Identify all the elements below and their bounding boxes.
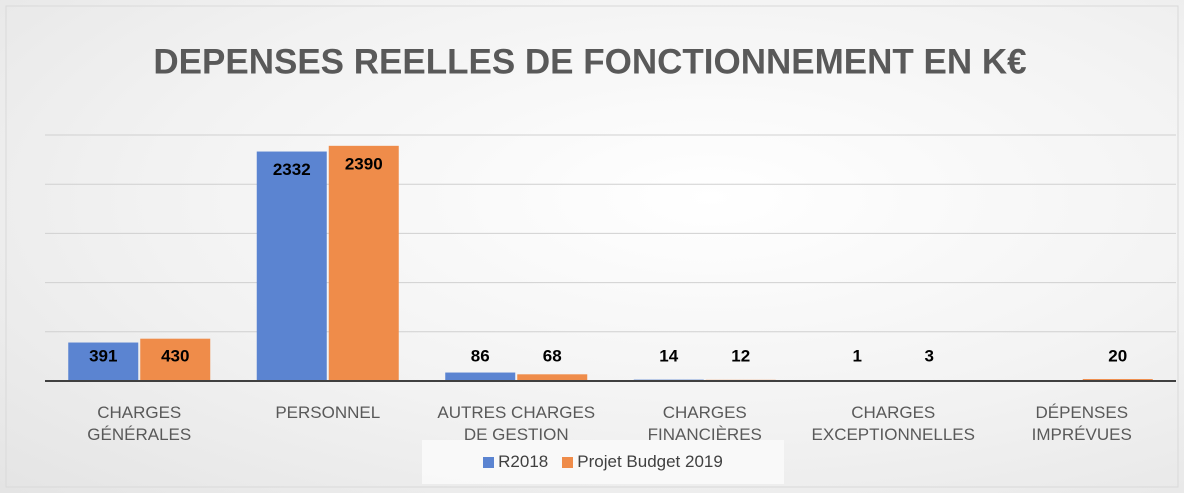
x-tick-label: CHARGES GÉNÉRALES: [87, 403, 192, 444]
x-tick-label: AUTRES CHARGES DE GESTION: [437, 403, 596, 444]
bar: [328, 145, 399, 381]
data-label: 391: [89, 346, 117, 365]
x-tick-label: PERSONNEL: [275, 403, 381, 422]
data-label: 86: [471, 346, 490, 365]
x-tick-label: CHARGES EXCEPTIONNELLES: [811, 403, 975, 444]
data-label: 14: [659, 346, 678, 365]
bar: [517, 374, 588, 381]
data-label: 68: [543, 346, 562, 365]
chart-title: DEPENSES REELLES DE FONCTIONNEMENT EN K€: [153, 42, 1026, 81]
legend-swatch: [483, 456, 495, 468]
data-label: 20: [1108, 346, 1127, 365]
legend-swatch: [562, 456, 574, 468]
data-label: 430: [161, 346, 189, 365]
legend-label: Projet Budget 2019: [577, 452, 723, 471]
x-tick-label: DÉPENSES IMPRÉVUES: [1031, 403, 1132, 444]
data-label: 2390: [345, 154, 383, 173]
legend-item: Projet Budget 2019: [562, 452, 723, 472]
chart-border: [5, 5, 1179, 488]
data-label: 1: [853, 346, 862, 365]
data-label: 3: [925, 346, 934, 365]
bar: [256, 151, 327, 381]
legend: R2018 Projet Budget 2019: [422, 440, 784, 484]
data-label: 12: [731, 346, 750, 365]
x-tick-label: CHARGES FINANCIÈRES: [647, 403, 762, 444]
bar: [68, 342, 139, 381]
legend-item: R2018: [483, 452, 548, 472]
bar: [140, 338, 211, 381]
legend-label: R2018: [498, 452, 549, 471]
bar: [445, 372, 516, 381]
data-label: 2332: [273, 160, 311, 179]
